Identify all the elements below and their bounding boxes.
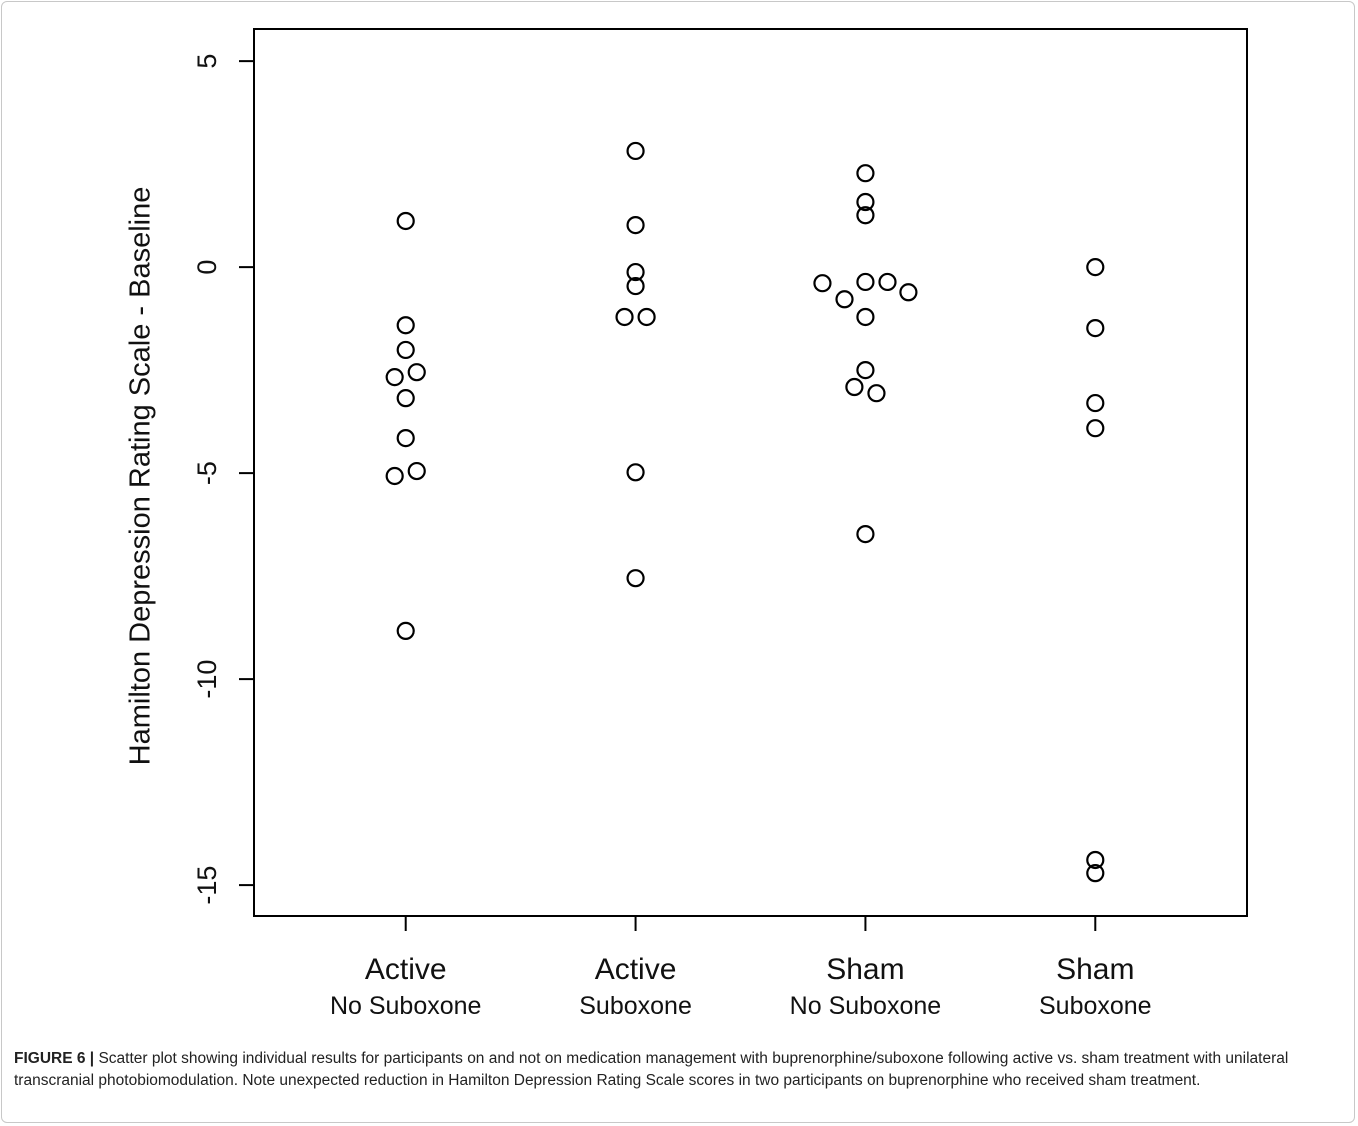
- point: [396, 621, 415, 641]
- point: [1086, 393, 1105, 413]
- point: [626, 141, 645, 161]
- point: [396, 428, 415, 448]
- caption-text: Scatter plot showing individual results …: [14, 1050, 1289, 1089]
- point: [615, 307, 634, 327]
- point: [867, 384, 886, 403]
- y-tick-label: 0: [192, 260, 222, 275]
- point: [1086, 419, 1105, 438]
- point: [1086, 318, 1105, 338]
- point: [856, 361, 875, 380]
- caption-label: FIGURE 6 |: [14, 1050, 95, 1067]
- point: [407, 461, 426, 481]
- point: [899, 283, 918, 302]
- point: [856, 164, 875, 183]
- point: [385, 466, 404, 486]
- x-tick-sublabel: Suboxone: [1039, 992, 1152, 1020]
- x-tick-sublabel: Suboxone: [579, 992, 692, 1020]
- chart: Hamilton Depression Rating Scale - Basel…: [125, 28, 1248, 1020]
- x-tick-label: Sham: [1056, 953, 1134, 986]
- point: [1086, 864, 1105, 883]
- point: [813, 274, 832, 293]
- point: [626, 276, 645, 296]
- x-tick-label: Sham: [826, 953, 904, 986]
- point: [878, 272, 897, 292]
- y-axis-title: Hamilton Depression Rating Scale - Basel…: [125, 187, 157, 766]
- y-tick-label: -10: [192, 660, 222, 699]
- x-tick-label: Active: [365, 953, 447, 986]
- y-tick-label: -5: [192, 461, 222, 485]
- point: [626, 463, 645, 482]
- point: [856, 272, 875, 292]
- point: [396, 389, 415, 408]
- point: [856, 524, 875, 544]
- y-tick-label: 5: [192, 54, 222, 69]
- point: [626, 262, 645, 282]
- x-tick-sublabel: No Suboxone: [790, 992, 942, 1020]
- x-tick-label: Active: [595, 953, 677, 986]
- point: [626, 569, 645, 588]
- point: [1086, 850, 1105, 870]
- y-tick-label: -15: [192, 866, 222, 905]
- point: [396, 316, 415, 335]
- caption: FIGURE 6 | Scatter plot showing individu…: [14, 1048, 1339, 1092]
- point: [1086, 258, 1105, 277]
- point: [385, 368, 404, 387]
- point: [856, 206, 875, 225]
- point: [407, 363, 426, 382]
- point: [835, 290, 854, 309]
- point: [856, 307, 875, 327]
- point: [396, 211, 415, 231]
- point: [396, 340, 415, 360]
- point: [637, 307, 656, 327]
- point: [845, 377, 864, 397]
- point: [856, 192, 875, 212]
- point: [626, 216, 645, 235]
- x-tick-sublabel: No Suboxone: [330, 992, 482, 1020]
